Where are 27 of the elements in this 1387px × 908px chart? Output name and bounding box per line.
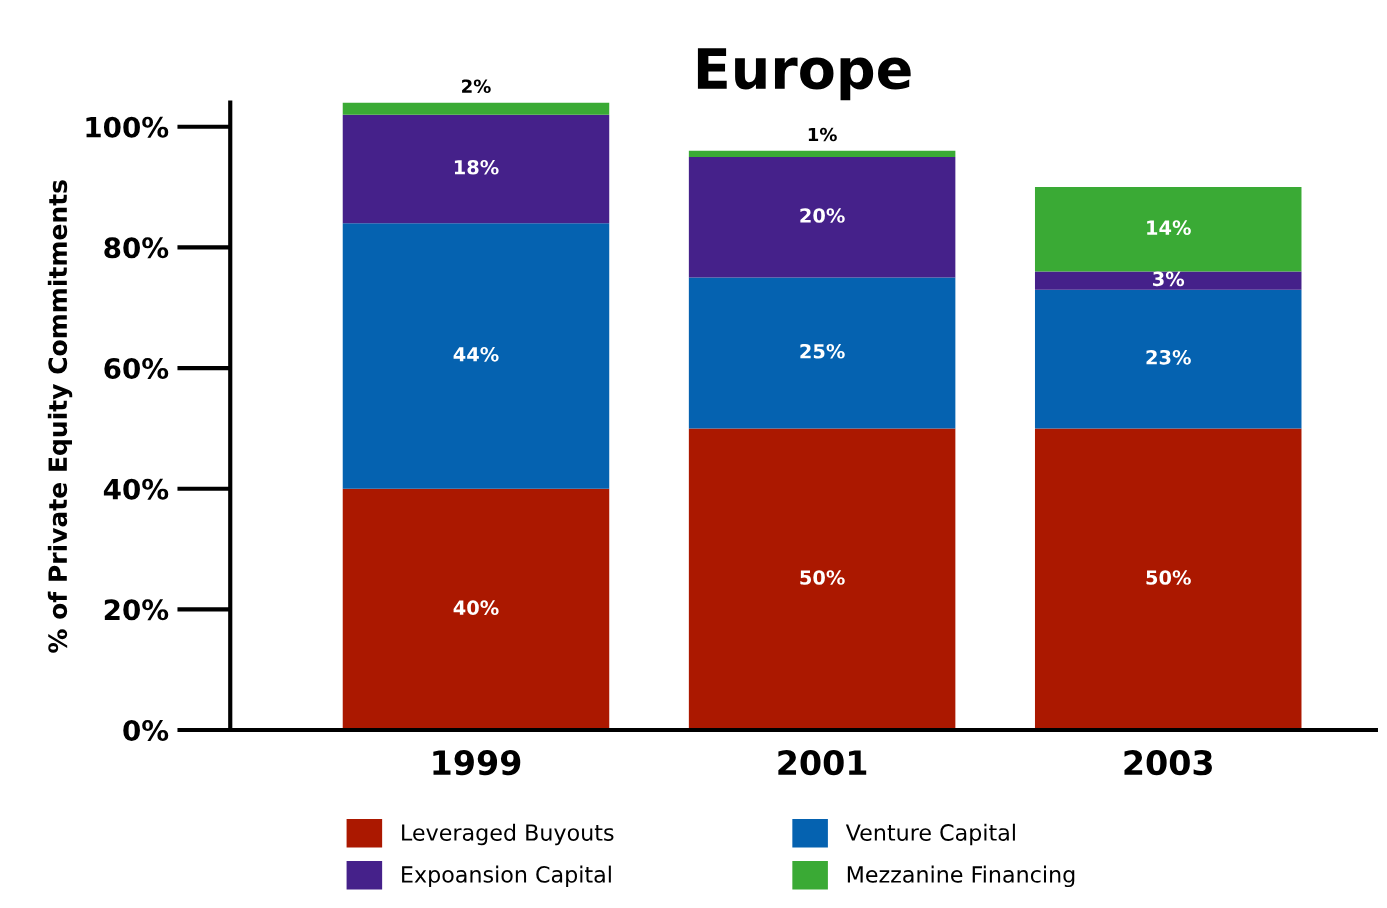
y-tick-label: 0% (123, 719, 169, 741)
data-label: 3% (1153, 271, 1185, 287)
data-label: 1% (808, 127, 837, 142)
data-label: 23% (1146, 349, 1191, 365)
data-label: 40% (453, 600, 499, 616)
y-tick-label: 80% (104, 237, 169, 259)
data-label: 18% (454, 159, 499, 175)
x-tick-label: 2003 (1124, 750, 1212, 776)
y-tick-label: 20% (104, 599, 169, 621)
legend-label: Mezzanine Financing (847, 865, 1075, 888)
data-label: 14% (1147, 220, 1191, 235)
y-tick-label: 60% (104, 357, 169, 379)
y-axis-title: % of Private Equity Commitments (47, 180, 73, 653)
data-label: 20% (800, 208, 845, 223)
data-label: 50% (800, 570, 845, 585)
data-label: 25% (800, 343, 845, 359)
chart-title: Europe (697, 48, 911, 101)
x-tick-label: 2001 (778, 750, 867, 776)
legend-label: Expoansion Capital (402, 865, 611, 888)
y-tick-label: 100% (86, 116, 169, 138)
y-tick-label: 40% (103, 478, 169, 500)
legend-label: Leveraged Buyouts (402, 823, 614, 846)
legend-label: Venture Capital (845, 823, 1015, 846)
x-tick-label: 1999 (433, 750, 521, 776)
data-label: 50% (1146, 570, 1191, 585)
data-label: 44% (453, 346, 499, 362)
data-label: 2% (462, 79, 491, 94)
